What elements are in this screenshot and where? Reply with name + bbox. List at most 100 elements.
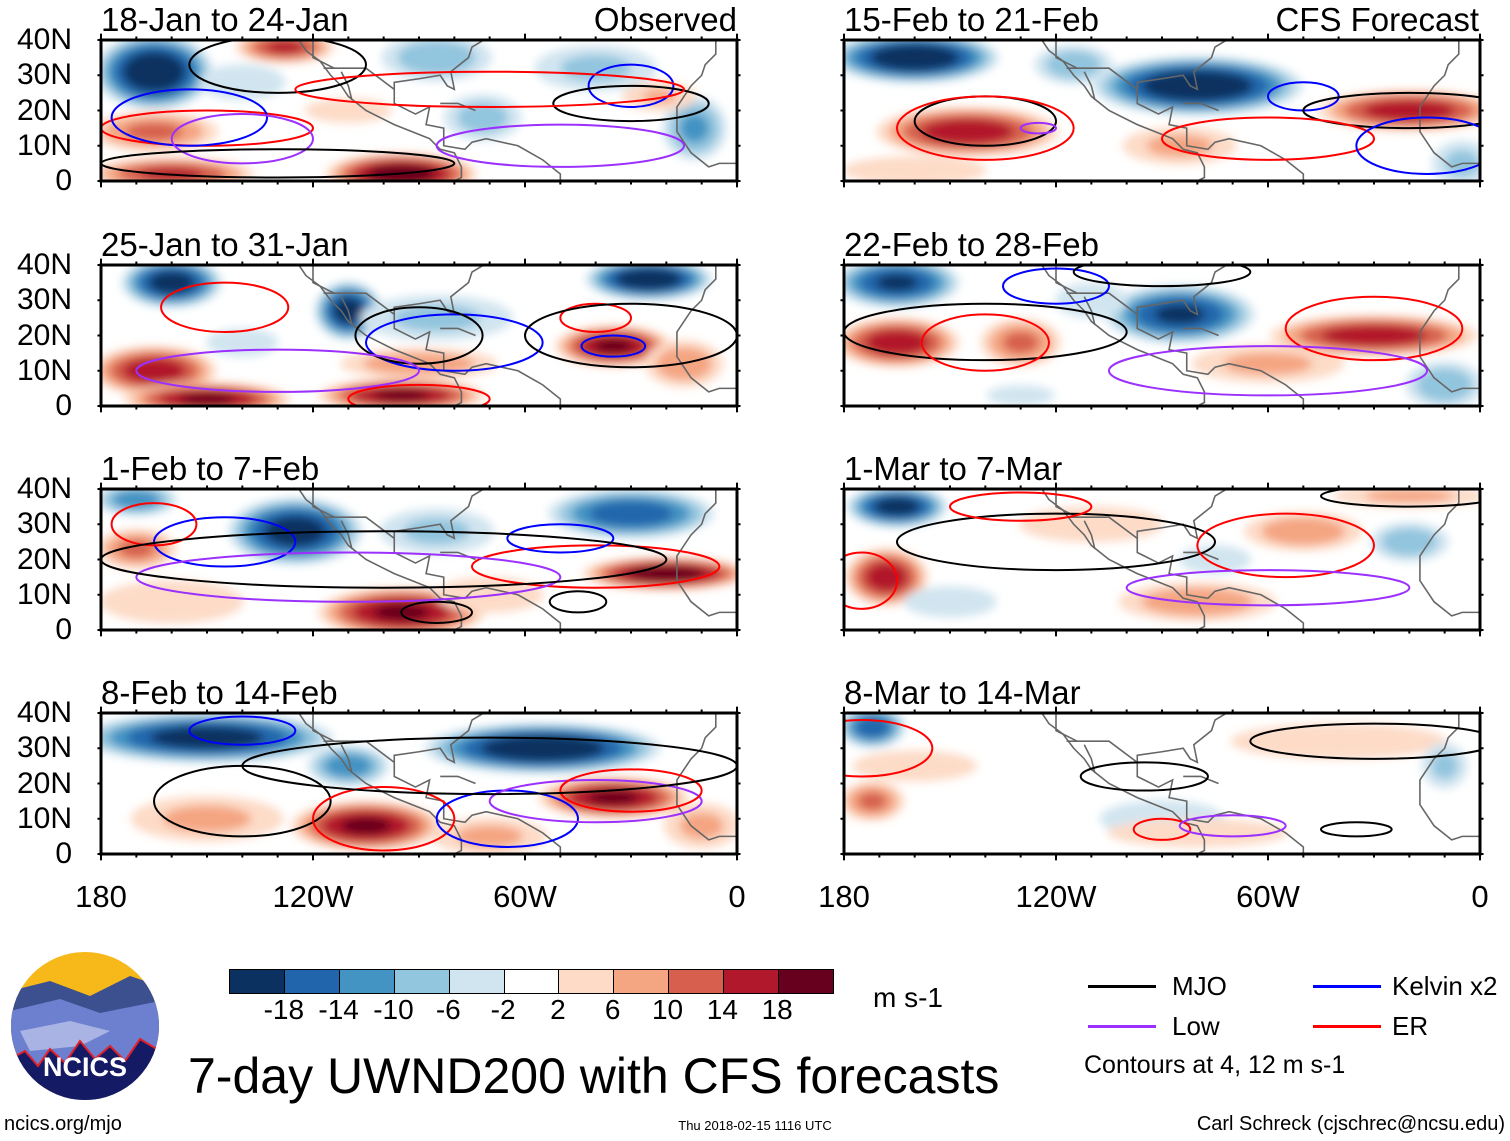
coastline [1136, 489, 1305, 630]
coastline [340, 520, 353, 550]
coastline [340, 71, 353, 101]
colorbar-swatch [503, 970, 559, 993]
wind-anomaly-shading [112, 490, 160, 509]
wind-anomaly-shading [986, 385, 1055, 406]
wind-anomaly-shading [179, 393, 235, 405]
ncics-logo: NCICS [10, 951, 160, 1101]
panel-title: 22-Feb to 28-Feb [844, 226, 1099, 263]
colorbar-tick-label: -2 [490, 994, 516, 1025]
panel-title: 25-Jan to 31-Jan [101, 226, 349, 263]
website-link[interactable]: ncics.org/mjo [4, 1113, 122, 1135]
contour-mjo [101, 531, 666, 587]
colorbar-swatch [778, 970, 833, 993]
coastline [1066, 516, 1138, 539]
legend-line-mjo [1088, 985, 1156, 988]
x-tick-label: 120W [1015, 879, 1097, 914]
wind-anomaly-shading [265, 516, 326, 547]
coastline [298, 40, 463, 181]
coastline [1066, 292, 1138, 315]
wind-anomaly-shading [844, 156, 987, 181]
colorbar-tick-label: 14 [706, 994, 738, 1025]
colorbar-swatch [613, 970, 669, 993]
y-tick-label: 30N [16, 731, 72, 765]
coastline [1083, 71, 1096, 101]
contour-mjo [355, 307, 482, 363]
colorbar-tick-label: 6 [604, 994, 621, 1025]
map-panel-forecast [844, 489, 1480, 630]
colorbar-tick-label: 2 [550, 994, 566, 1025]
panel-title: 18-Jan to 24-Jan [101, 1, 349, 38]
contour-mjo [1321, 822, 1392, 836]
coastline [302, 713, 335, 742]
wind-anomaly-shading [1381, 527, 1438, 556]
wind-anomaly-shading [589, 501, 673, 527]
wind-anomaly-shading [680, 113, 710, 143]
contour-kelvin-x2 [1356, 118, 1497, 174]
colorbar-tick-label: 18 [761, 994, 793, 1025]
contour-er [826, 552, 897, 608]
y-tick-label: 40N [16, 696, 72, 729]
y-tick-label: 0 [55, 164, 72, 197]
colorbar-swatch [723, 970, 779, 993]
coastline [676, 40, 737, 168]
coastline [676, 265, 737, 393]
colorbar-units: m s-1 [873, 982, 943, 1013]
coastline [440, 327, 476, 337]
colorbar-tick-label: 10 [651, 994, 684, 1025]
wind-anomaly-shading [679, 812, 724, 840]
y-tick-label: 20N [16, 766, 72, 800]
x-tick-label: 60W [1236, 879, 1300, 914]
coastline [1045, 713, 1078, 742]
contour-er [161, 283, 288, 332]
contour-low [1180, 815, 1286, 836]
contour-mjo [553, 86, 708, 121]
x-tick-label: 180 [818, 879, 870, 914]
wind-anomaly-shading [392, 304, 481, 332]
map-panel-observed [101, 489, 737, 630]
wind-anomaly-shading [615, 268, 682, 291]
colorbar-swatch [230, 970, 284, 993]
map-panel-observed [101, 713, 737, 854]
wind-anomaly-shading [324, 754, 372, 778]
coastline [1083, 520, 1096, 550]
y-tick-label: 30N [16, 507, 72, 541]
coastline [393, 40, 562, 181]
contour-er [1162, 118, 1374, 160]
coastline [302, 40, 335, 69]
contour-mjo [1303, 93, 1510, 128]
coastline [1136, 265, 1305, 406]
wind-anomaly-shading [456, 825, 523, 848]
wind-anomaly-shading [560, 54, 631, 82]
colorbar-tick-label: -18 [263, 994, 305, 1025]
wind-anomaly-shading [397, 40, 476, 75]
wind-anomaly-shading [125, 122, 183, 141]
y-tick-label: 30N [16, 283, 72, 317]
x-tick-label: 0 [1471, 879, 1489, 914]
contour-kelvin-x2 [112, 89, 267, 145]
wind-anomaly-shading [870, 44, 959, 71]
coastline [1041, 265, 1206, 406]
panel-title: 1-Feb to 7-Feb [101, 450, 320, 487]
contour-mjo [897, 514, 1215, 570]
colorbar-tick-label: -14 [318, 994, 359, 1025]
coastline [1045, 489, 1078, 518]
coastline [1066, 740, 1138, 763]
legend-label-er: ER [1392, 1011, 1429, 1041]
map-panel-observed [101, 265, 737, 406]
contour-mjo [550, 591, 607, 612]
coastline [1045, 40, 1078, 69]
map-panel-forecast [844, 713, 1480, 854]
coastline [440, 102, 476, 112]
contour-mjo [1081, 762, 1208, 790]
wind-anomaly-shading [265, 40, 304, 54]
contour-er [313, 787, 454, 850]
wind-anomaly-shading [340, 817, 392, 835]
wind-anomaly-shading [480, 735, 605, 762]
wind-anomaly-shading [588, 790, 639, 805]
contour-er [950, 493, 1091, 521]
y-tick-label: 30N [16, 58, 72, 92]
y-tick-label: 40N [16, 472, 72, 505]
panel-title: 8-Feb to 14-Feb [101, 674, 338, 711]
contour-mjo [1074, 258, 1251, 286]
contour-mjo [101, 149, 454, 177]
